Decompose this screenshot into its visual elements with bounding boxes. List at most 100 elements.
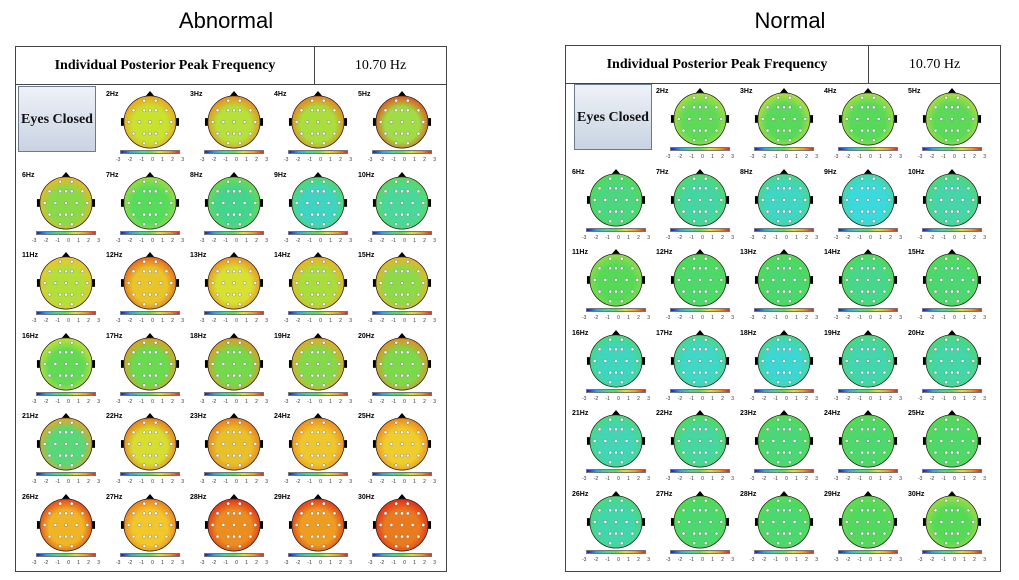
electrode-dot [776, 337, 780, 341]
frequency-label: 2Hz [106, 91, 119, 98]
peak-frequency-value: 10.70 Hz [354, 58, 407, 73]
frequency-label: 17Hz [656, 329, 673, 337]
electrode-dot [692, 256, 696, 261]
tick-label: -3 [750, 234, 755, 241]
tick-label: 3 [181, 318, 184, 324]
electrode-dot [70, 544, 74, 548]
color-scale-bar [586, 227, 646, 232]
tick-label: -3 [116, 479, 121, 485]
electrode-dot [960, 439, 965, 443]
electrode-dot [148, 373, 152, 377]
electrode-dot [226, 453, 230, 458]
electrode-dot [944, 417, 948, 422]
electrode-dot [860, 460, 864, 464]
electrode-dot [232, 269, 236, 274]
color-scale-ticks: -3 -2 -1 0 1 2 3 [284, 238, 352, 244]
electrode-dot [406, 131, 410, 136]
tick-label: -3 [368, 157, 373, 163]
electrode-dot [421, 361, 425, 366]
tick-label: -1 [307, 479, 312, 485]
tick-label: 3 [349, 398, 352, 405]
electrode-dot [142, 544, 146, 548]
electrode-dot [299, 189, 304, 193]
topo-map-29Hz: 29Hz -3 -2 -1 0 1 2 3 [274, 493, 354, 570]
electrode-dot [950, 197, 954, 202]
nose-marker [61, 493, 71, 500]
electrode-dot [608, 337, 612, 341]
topographic-head-map [922, 88, 982, 146]
electrode-dot [950, 128, 954, 133]
electrode-dot [788, 128, 792, 133]
electrode-dot [406, 453, 410, 458]
tick-label: 1 [795, 556, 798, 563]
electrode-dot [950, 186, 954, 190]
frequency-label: 22Hz [656, 410, 673, 417]
electrode-dot [776, 289, 780, 294]
topographic-head-map [36, 332, 96, 390]
electrode-dot [158, 281, 163, 285]
ear-marker [204, 118, 208, 126]
color-scale-bar [204, 230, 264, 235]
tick-label: 2 [423, 479, 426, 485]
electrode-dot [137, 361, 142, 366]
tick-label: 3 [433, 479, 436, 485]
tick-label: 2 [423, 157, 426, 163]
electrode-dot [803, 117, 807, 121]
tick-label: 0 [235, 559, 238, 566]
electrode-dot [608, 427, 612, 432]
frequency-label: 21Hz [572, 410, 589, 417]
topo-map-20Hz: 20Hz -3 -2 -1 0 1 2 3 [908, 329, 988, 406]
ear-marker [978, 356, 982, 365]
electrode-dot [860, 299, 864, 303]
tick-label: 2 [889, 154, 892, 160]
electrode-dot [855, 358, 860, 363]
electrode-dot [614, 531, 618, 535]
electrode-dot [127, 522, 131, 527]
electrode-dot [798, 128, 803, 133]
electrode-dot [215, 189, 220, 193]
tick-label: 1 [963, 234, 966, 241]
ear-marker [642, 437, 646, 445]
color-scale-bar [838, 469, 898, 473]
color-scale-bar [120, 552, 180, 557]
electrode-dot [238, 189, 242, 193]
electrode-dot [295, 120, 299, 124]
color-scale-ticks: -3 -2 -1 0 1 2 3 [284, 479, 352, 485]
electrode-dot [383, 269, 388, 274]
electrode-dot [765, 427, 770, 432]
electrode-dot [232, 189, 236, 193]
electrode-dot [154, 141, 158, 145]
electrode-dot [687, 117, 692, 121]
nose-marker [779, 168, 789, 175]
tick-label: 0 [617, 476, 620, 482]
electrode-dot [620, 508, 624, 512]
ear-marker [810, 517, 814, 526]
electrode-dot [704, 209, 708, 213]
tick-label: -2 [593, 476, 599, 482]
electrode-dot [872, 498, 876, 502]
ear-marker [754, 276, 758, 284]
electrode-dot [692, 347, 696, 351]
ear-marker [586, 276, 590, 284]
electrode-dot [131, 373, 136, 377]
tick-label: -2 [127, 559, 133, 566]
topographic-head-map [288, 493, 348, 551]
tick-label: 1 [627, 556, 630, 563]
color-scale-ticks: -3 -2 -1 0 1 2 3 [368, 318, 436, 324]
electrode-dot [74, 442, 79, 446]
electrode-dot [58, 463, 62, 467]
ear-marker [344, 520, 348, 529]
topo-map-13Hz: 13Hz -3 -2 -1 0 1 2 3 [190, 252, 270, 328]
tick-label: 2 [637, 234, 640, 241]
electrode-dot [708, 519, 713, 524]
nose-marker [145, 91, 155, 97]
tick-label: 2 [255, 559, 258, 566]
electrode-dot [80, 373, 85, 377]
tick-label: 1 [795, 476, 798, 482]
electrode-dot [704, 427, 708, 432]
color-scale-bar [120, 150, 180, 154]
electrode-dot [866, 197, 870, 202]
electrode-dot [238, 108, 242, 113]
color-scale-ticks: -3 -2 -1 0 1 2 3 [32, 238, 100, 244]
electrode-dot [253, 200, 257, 205]
